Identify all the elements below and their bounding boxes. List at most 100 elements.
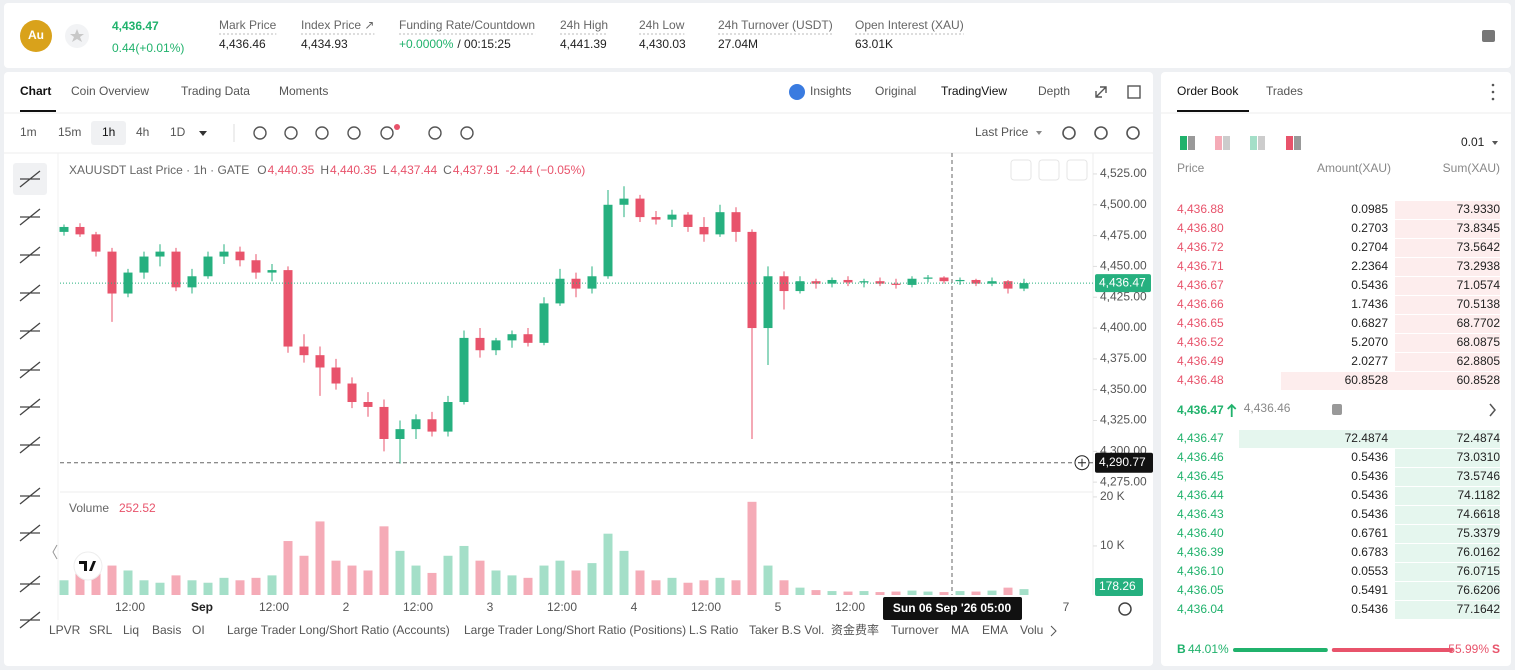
up-arrow — [1227, 403, 1237, 417]
layout-toggle[interactable] — [1286, 136, 1293, 150]
order-price: 4,436.05 — [1177, 583, 1224, 597]
indicator[interactable]: Turnover — [891, 623, 939, 637]
chart-control[interactable] — [1038, 159, 1060, 181]
orderbook-tab[interactable]: Order Book — [1177, 84, 1239, 98]
axis-settings[interactable] — [1118, 602, 1132, 616]
candle-body — [107, 251, 117, 294]
toolbar-icon[interactable] — [315, 126, 329, 140]
layout-toggle[interactable] — [1215, 136, 1222, 150]
stat-label: 24h Low — [639, 18, 685, 32]
column-header: Amount(XAU) — [1317, 161, 1391, 175]
volume-bar — [987, 590, 997, 595]
toolbar-icon[interactable] — [1094, 126, 1108, 140]
chart-tab[interactable]: Coin Overview — [71, 84, 149, 98]
drawing-tool[interactable] — [19, 284, 41, 302]
view-tab[interactable]: Insights — [810, 84, 851, 98]
candle-body — [1003, 281, 1013, 289]
toolbar-icon[interactable] — [347, 126, 361, 140]
interval[interactable]: 4h — [136, 125, 149, 139]
window-icon[interactable] — [1127, 85, 1141, 99]
toolbar-icon[interactable] — [428, 126, 442, 140]
indicator[interactable]: LPVR — [49, 623, 81, 637]
depth-bar — [1395, 315, 1500, 333]
toolbar-icon[interactable] — [460, 126, 474, 140]
x-tick-label: Sep — [191, 600, 213, 614]
indicator[interactable]: EMA — [982, 623, 1008, 637]
interval[interactable]: 1m — [20, 125, 37, 139]
order-sum: 70.5138 — [1457, 297, 1501, 311]
toolbar-icon[interactable] — [1062, 126, 1076, 140]
depth-bar — [1395, 525, 1500, 543]
depth-bar — [1395, 334, 1500, 352]
drawing-tool[interactable] — [19, 436, 41, 454]
toolbar-icon[interactable] — [1126, 126, 1140, 140]
drawing-tool[interactable] — [19, 611, 41, 629]
drawing-tool[interactable] — [19, 361, 41, 379]
y-tick-label: 4,500.00 — [1100, 197, 1147, 211]
collapse-toggle[interactable] — [52, 544, 58, 560]
drawing-tool[interactable] — [19, 398, 41, 416]
layout-toggle-part — [1223, 136, 1230, 150]
candle-body — [283, 270, 293, 347]
indicator[interactable]: OI — [192, 623, 205, 637]
toolbar-icon[interactable] — [284, 126, 298, 140]
chart-panel — [4, 72, 1153, 666]
indicator[interactable]: Liq — [123, 623, 139, 637]
toolbar-icon[interactable] — [380, 126, 394, 140]
price-change: 0.44(+0.01%) — [112, 41, 184, 55]
interval[interactable]: 1D — [170, 125, 186, 139]
indicators-next[interactable] — [1050, 625, 1057, 637]
depth-bar — [1395, 449, 1500, 467]
drawing-tool[interactable] — [19, 246, 41, 264]
indicator[interactable]: Large Trader Long/Short Ratio (Accounts) — [227, 623, 450, 637]
indicator[interactable]: 资金费率 — [831, 622, 879, 637]
orderbook-tab[interactable]: Trades — [1266, 84, 1303, 98]
drawing-tool[interactable] — [19, 322, 41, 340]
chart-tab[interactable]: Moments — [279, 84, 328, 98]
indicator[interactable]: L.S Ratio — [689, 623, 739, 637]
candle-body — [443, 402, 453, 432]
view-tab[interactable]: Depth — [1038, 84, 1070, 98]
view-tab[interactable]: Original — [875, 84, 916, 98]
chart-tab[interactable]: Chart — [20, 84, 51, 98]
drawing-tool[interactable] — [19, 524, 41, 542]
indicator[interactable]: Large Trader Long/Short Ratio (Positions… — [464, 623, 686, 637]
indicator[interactable]: Volu — [1020, 623, 1043, 637]
candle-body — [715, 212, 725, 235]
fullscreen-icon[interactable] — [1095, 86, 1107, 98]
candle-body — [59, 226, 69, 232]
depth-bar — [1395, 201, 1500, 219]
dropdown-arrow — [199, 131, 207, 136]
order-price: 4,436.67 — [1177, 278, 1224, 292]
interval[interactable]: 1h — [102, 125, 115, 139]
chart-tab[interactable]: Trading Data — [181, 84, 250, 98]
expand-chevron[interactable] — [1489, 403, 1496, 417]
stat-label: Open Interest (XAU) — [855, 18, 964, 32]
drawing-tool[interactable] — [19, 170, 41, 188]
view-tab[interactable]: TradingView — [941, 84, 1007, 98]
order-price: 4,436.88 — [1177, 202, 1224, 216]
indicator[interactable]: SRL — [89, 623, 113, 637]
order-sum: 71.0574 — [1457, 278, 1501, 292]
notes-button[interactable] — [1482, 30, 1495, 42]
drawing-tool[interactable] — [19, 487, 41, 505]
chart-control[interactable] — [1010, 159, 1032, 181]
legend-key: O — [257, 163, 266, 177]
volume-bar — [379, 526, 389, 595]
drawing-tool[interactable] — [19, 208, 41, 226]
sell-ratio-bar — [1331, 648, 1453, 652]
indicator[interactable]: MA — [951, 623, 969, 637]
order-sum: 76.6206 — [1457, 583, 1501, 597]
price-step[interactable]: 0.01 — [1461, 135, 1485, 149]
indicator[interactable]: Taker B.S Vol. — [749, 623, 824, 637]
x-tick-label: 12:00 — [403, 600, 433, 614]
indicator[interactable]: Basis — [152, 623, 181, 637]
chart-control[interactable] — [1066, 159, 1088, 181]
price-source[interactable]: Last Price — [975, 125, 1029, 139]
layout-toggle[interactable] — [1180, 136, 1187, 150]
interval[interactable]: 15m — [58, 125, 81, 139]
order-amount: 0.5436 — [1351, 507, 1388, 521]
drawing-tool[interactable] — [19, 575, 41, 593]
layout-toggle[interactable] — [1250, 136, 1257, 150]
toolbar-icon[interactable] — [253, 126, 267, 140]
